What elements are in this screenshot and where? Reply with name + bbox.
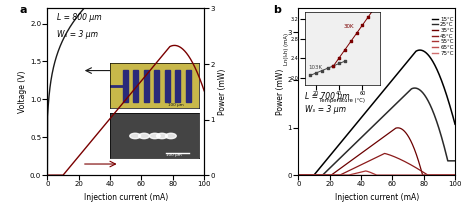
X-axis label: Injection current (mA): Injection current (mA) (84, 193, 168, 202)
15°C (395, 72, 401, 74)
Line: 55°C: 55°C (298, 171, 455, 175)
35°C (386, 131, 392, 134)
35°C (452, 174, 458, 176)
65°C (391, 174, 396, 176)
55°C (391, 174, 396, 176)
65°C (305, 174, 311, 176)
55°C (452, 174, 458, 176)
35°C (430, 174, 436, 176)
15°C (417, 49, 423, 51)
Line: 15°C: 15°C (298, 50, 455, 175)
25°C (295, 174, 301, 176)
35°C (395, 127, 401, 129)
45°C (387, 154, 392, 156)
Y-axis label: Power (mW): Power (mW) (218, 69, 227, 115)
15°C (386, 82, 392, 85)
15°C (430, 61, 436, 64)
45°C (395, 157, 401, 160)
Line: 35°C: 35°C (298, 128, 455, 175)
15°C (295, 174, 301, 176)
X-axis label: Injection current (mA): Injection current (mA) (335, 193, 419, 202)
Y-axis label: Power (mW): Power (mW) (276, 69, 285, 115)
45°C (391, 155, 396, 158)
Text: L = 700 μm: L = 700 μm (304, 92, 349, 101)
15°C (452, 123, 458, 126)
55°C (430, 174, 436, 176)
Text: b: b (273, 5, 281, 15)
55°C (395, 174, 401, 176)
75°C (386, 174, 392, 176)
55°C (363, 170, 369, 172)
25°C (305, 174, 311, 176)
45°C (415, 167, 420, 170)
45°C (305, 174, 311, 176)
35°C (305, 174, 311, 176)
75°C (414, 174, 420, 176)
55°C (305, 174, 311, 176)
Text: Wₛ = 3 μm: Wₛ = 3 μm (57, 30, 98, 39)
25°C (415, 87, 420, 90)
Line: 25°C: 25°C (298, 88, 455, 175)
25°C (412, 87, 418, 89)
25°C (430, 111, 436, 114)
25°C (386, 109, 392, 112)
Legend: 15°C, 25°C, 35°C, 45°C, 55°C, 65°C, 75°C: 15°C, 25°C, 35°C, 45°C, 55°C, 65°C, 75°C (429, 15, 456, 58)
Text: Wₛ = 3 μm: Wₛ = 3 μm (304, 105, 346, 114)
65°C (452, 174, 458, 176)
45°C (382, 152, 387, 155)
75°C (452, 174, 458, 176)
Line: 45°C: 45°C (298, 153, 455, 175)
75°C (391, 174, 396, 176)
75°C (430, 174, 436, 176)
55°C (387, 174, 392, 176)
25°C (452, 160, 458, 162)
55°C (415, 174, 420, 176)
65°C (414, 174, 420, 176)
25°C (391, 105, 396, 108)
35°C (415, 156, 420, 159)
15°C (391, 77, 396, 80)
65°C (386, 174, 392, 176)
45°C (295, 174, 301, 176)
65°C (395, 174, 401, 176)
65°C (430, 174, 436, 176)
35°C (395, 127, 401, 129)
75°C (295, 174, 301, 176)
75°C (305, 174, 311, 176)
25°C (395, 100, 401, 103)
15°C (305, 174, 311, 176)
15°C (414, 49, 420, 52)
55°C (295, 174, 301, 176)
45°C (452, 174, 458, 176)
65°C (295, 174, 301, 176)
Text: a: a (19, 5, 27, 15)
45°C (430, 174, 436, 176)
Y-axis label: Voltage (V): Voltage (V) (18, 70, 27, 113)
Text: L = 800 μm: L = 800 μm (57, 14, 101, 22)
35°C (391, 128, 396, 131)
75°C (395, 174, 401, 176)
35°C (295, 174, 301, 176)
